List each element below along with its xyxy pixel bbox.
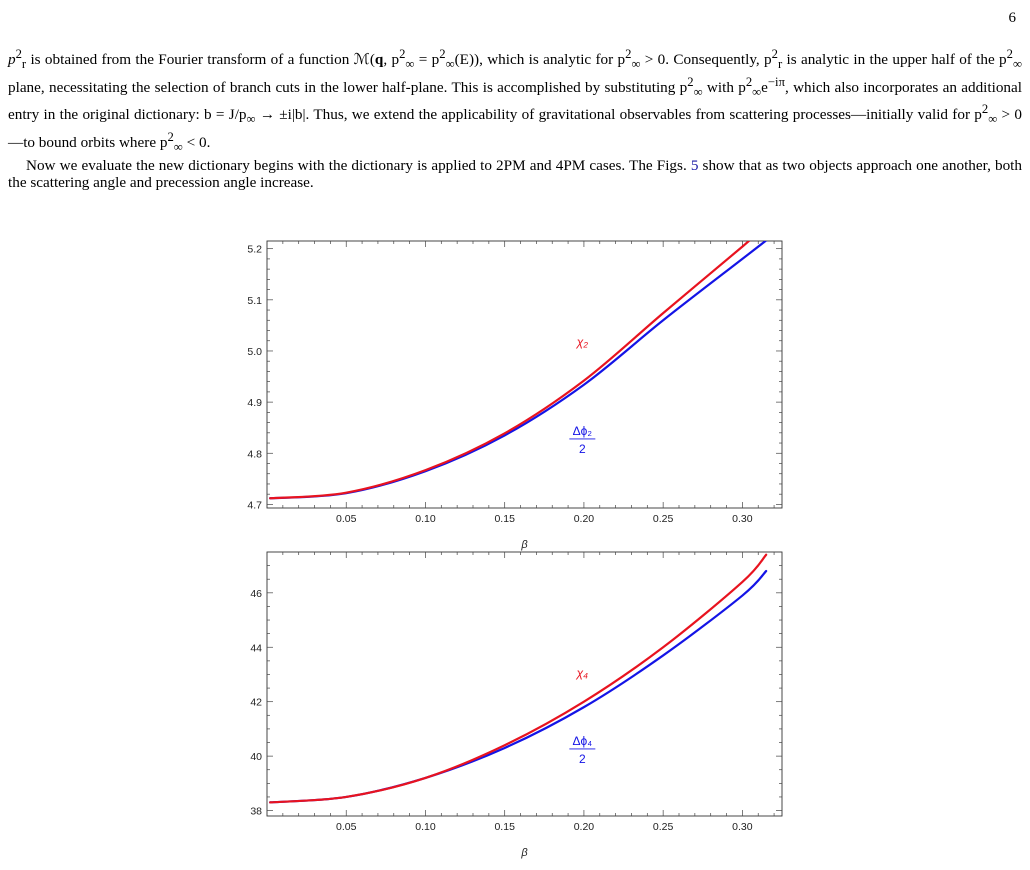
series-line bbox=[269, 569, 768, 804]
y-tick-label: 5.1 bbox=[247, 295, 262, 307]
x-tick-label: 0.15 bbox=[494, 821, 515, 833]
x-tick-label: 0.30 bbox=[732, 513, 753, 525]
x-axis-label: β bbox=[520, 539, 528, 551]
page-number: 6 bbox=[1008, 10, 1017, 26]
x-tick-label: 0.25 bbox=[653, 513, 674, 525]
y-tick-label: 44 bbox=[250, 642, 262, 654]
annotation-denominator: 2 bbox=[579, 442, 586, 456]
x-tick-label: 0.15 bbox=[494, 513, 515, 525]
x-tick-label: 0.05 bbox=[336, 821, 357, 833]
y-tick-label: 4.7 bbox=[247, 499, 262, 511]
x-axis-label: β bbox=[520, 847, 528, 859]
annotation-numerator: Δϕ₂ bbox=[573, 424, 593, 438]
y-tick-label: 4.9 bbox=[247, 397, 262, 409]
series-line bbox=[269, 553, 768, 804]
y-tick-label: 46 bbox=[250, 588, 262, 600]
series-annotation: χ₂ bbox=[576, 335, 589, 349]
y-tick-label: 5.0 bbox=[247, 346, 262, 358]
series-annotation: χ₄ bbox=[576, 666, 589, 680]
annotation-numerator: Δϕ₄ bbox=[573, 734, 593, 748]
chart-2pm: 0.05 0.10 0.15 0.20 0.25 0.30 4.7 4.8 4.9 5.0 5.1 5… bbox=[247, 240, 783, 551]
x-tick-label: 0.20 bbox=[574, 821, 595, 833]
x-tick-label: 0.20 bbox=[574, 513, 595, 525]
x-tick-label: 0.05 bbox=[336, 513, 357, 525]
chart-4pm: 0.05 0.10 0.15 0.20 0.25 0.30 38 40 42 44 46 β χ₄ Δϕ₄… bbox=[250, 551, 783, 859]
y-tick-label: 38 bbox=[250, 806, 262, 818]
x-tick-label: 0.25 bbox=[653, 821, 674, 833]
x-tick-label: 0.30 bbox=[732, 821, 753, 833]
y-tick-label: 42 bbox=[250, 697, 262, 709]
y-tick-label: 40 bbox=[250, 751, 262, 763]
series-group bbox=[269, 241, 768, 500]
x-tick-label: 0.10 bbox=[415, 513, 436, 525]
plot-frame bbox=[266, 551, 783, 817]
y-tick-label: 5.2 bbox=[247, 244, 262, 256]
series-line bbox=[269, 241, 751, 500]
annotation-denominator: 2 bbox=[579, 752, 586, 766]
paragraph-1: p2r is obtained from the Fourier transfo… bbox=[8, 47, 1023, 155]
x-tick-label: 0.10 bbox=[415, 821, 436, 833]
series-group bbox=[269, 553, 768, 804]
paragraph-2: Now we evaluate the new dictionary begin… bbox=[8, 156, 1022, 192]
y-tick-label: 4.8 bbox=[247, 448, 262, 460]
figure-reference-link[interactable]: 5 bbox=[690, 156, 699, 174]
series-line bbox=[269, 241, 768, 500]
plot-frame bbox=[266, 240, 783, 509]
body-text: p2r is obtained from the Fourier transfo… bbox=[8, 46, 1022, 192]
